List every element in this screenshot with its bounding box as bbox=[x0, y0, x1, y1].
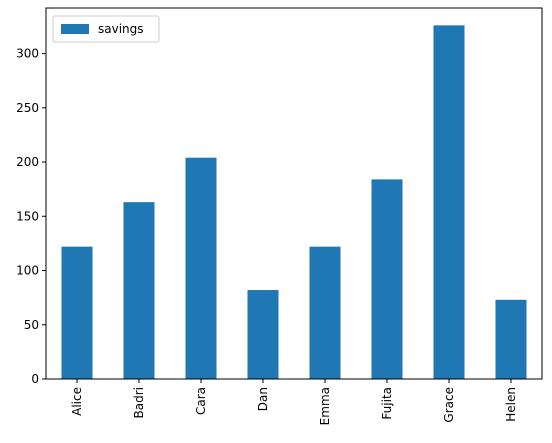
y-tick-label: 50 bbox=[24, 318, 39, 332]
bar-grace bbox=[433, 25, 465, 380]
bars-group bbox=[61, 25, 527, 380]
y-axis-ticks: 0 50 100 150 200 250 300 bbox=[16, 47, 46, 386]
bar-badri bbox=[123, 202, 155, 379]
bar-helen bbox=[495, 299, 527, 379]
bar-emma bbox=[309, 246, 341, 379]
x-tick-label: Badri bbox=[132, 387, 146, 418]
x-tick-label: Dan bbox=[256, 387, 270, 411]
y-tick-label: 100 bbox=[16, 264, 39, 278]
x-tick-label: Cara bbox=[194, 387, 208, 415]
x-tick-label: Helen bbox=[504, 387, 518, 422]
legend-swatch bbox=[61, 24, 89, 34]
bar-alice bbox=[61, 246, 93, 379]
y-tick-label: 0 bbox=[31, 372, 39, 386]
axes-frame bbox=[45, 7, 543, 380]
x-axis-ticks: Alice Badri Cara Dan Emma Fujita Grace Helen bbox=[70, 379, 518, 425]
x-tick-label: Alice bbox=[70, 387, 84, 416]
y-tick-label: 300 bbox=[16, 47, 39, 61]
legend: savings bbox=[52, 15, 160, 43]
y-tick-label: 250 bbox=[16, 101, 39, 115]
bar-fujita bbox=[371, 179, 403, 379]
x-tick-label: Fujita bbox=[380, 387, 394, 420]
bar-cara bbox=[185, 157, 217, 379]
y-tick-label: 150 bbox=[16, 209, 39, 223]
legend-label: savings bbox=[98, 22, 144, 36]
bar-dan bbox=[247, 290, 279, 379]
x-tick-label: Emma bbox=[318, 387, 332, 425]
legend-box bbox=[52, 15, 160, 43]
x-tick-label: Grace bbox=[442, 387, 456, 423]
y-tick-label: 200 bbox=[16, 155, 39, 169]
